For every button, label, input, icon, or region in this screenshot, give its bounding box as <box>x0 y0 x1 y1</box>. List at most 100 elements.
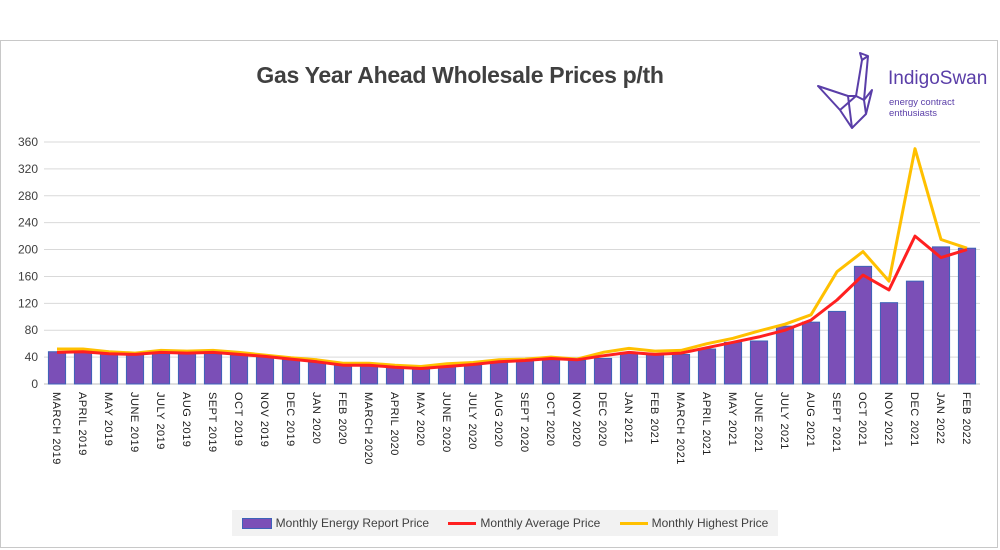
legend-swatch-line-red <box>448 521 477 525</box>
x-tick-label: APRIL 2020 <box>388 392 400 456</box>
bar <box>255 356 275 385</box>
bar <box>593 357 613 385</box>
brand-tagline: energy contract enthusiasts <box>889 97 955 119</box>
x-tick-label: SEPT 2021 <box>830 392 842 453</box>
series-line <box>57 147 968 368</box>
legend-swatch-line-yellow <box>619 521 648 525</box>
bar <box>385 366 405 385</box>
x-tick-label: OCT 2019 <box>232 392 244 447</box>
bar <box>957 247 977 385</box>
bar <box>281 359 301 385</box>
x-tick-label: SEPT 2020 <box>518 392 530 453</box>
x-tick-label: DEC 2019 <box>284 392 296 447</box>
bar <box>775 325 795 385</box>
bar <box>73 351 93 385</box>
bar <box>411 368 431 385</box>
legend-label: Monthly Energy Report Price <box>275 516 430 530</box>
x-tick-label: MARCH 2019 <box>50 392 62 465</box>
y-tick-label: 160 <box>18 269 38 283</box>
bar <box>333 364 353 385</box>
bar <box>125 353 145 385</box>
chart-legend: Monthly Energy Report Price Monthly Aver… <box>232 510 778 536</box>
bar <box>827 310 847 385</box>
x-tick-label: AUG 2020 <box>492 392 504 447</box>
x-tick-label: JULY 2019 <box>154 392 166 450</box>
bar <box>47 351 67 385</box>
y-tick-label: 240 <box>18 216 38 230</box>
bar <box>177 353 197 385</box>
legend-item-energy-report: Monthly Energy Report Price <box>241 516 430 530</box>
x-tick-label: NOV 2020 <box>570 392 582 447</box>
x-tick-label: OCT 2020 <box>544 392 556 447</box>
x-tick-label: APRIL 2019 <box>76 392 88 456</box>
x-tick-label: AUG 2019 <box>180 392 192 447</box>
legend-label: Monthly Average Price <box>480 516 601 530</box>
bar <box>723 341 743 385</box>
x-tick-label: FEB 2021 <box>648 392 660 445</box>
x-tick-label: SEPT 2019 <box>206 392 218 453</box>
x-tick-label: OCT 2021 <box>856 392 868 447</box>
bar <box>541 359 561 385</box>
legend-item-average: Monthly Average Price <box>448 516 600 530</box>
y-tick-label: 280 <box>18 189 38 203</box>
x-tick-label: JUNE 2021 <box>752 392 764 453</box>
x-tick-label: MARCH 2020 <box>362 392 374 465</box>
bar <box>931 246 951 385</box>
x-tick-label: FEB 2022 <box>960 392 972 445</box>
bar <box>203 353 223 385</box>
bar <box>437 366 457 385</box>
brand-name: IndigoSwan <box>888 68 988 89</box>
x-tick-label: NOV 2021 <box>882 392 894 447</box>
x-tick-label: MAY 2019 <box>102 392 114 446</box>
x-tick-label: JAN 2020 <box>310 392 322 444</box>
x-tick-label: MARCH 2021 <box>674 392 686 465</box>
x-tick-label: JAN 2022 <box>934 392 946 444</box>
bar <box>671 353 691 385</box>
legend-swatch-bar <box>241 517 272 529</box>
bar <box>801 321 821 385</box>
x-tick-label: JUNE 2020 <box>440 392 452 453</box>
y-tick-label: 360 <box>18 135 38 149</box>
bar <box>463 364 483 385</box>
bar <box>307 361 327 385</box>
bar <box>229 354 249 385</box>
x-tick-label: MAY 2021 <box>726 392 738 446</box>
bar <box>749 340 769 385</box>
series-line <box>56 234 968 370</box>
bar <box>879 302 899 385</box>
bar <box>697 348 717 385</box>
x-tick-label: FEB 2020 <box>336 392 348 445</box>
x-tick-label: JUNE 2019 <box>128 392 140 453</box>
y-tick-label: 40 <box>25 350 39 364</box>
x-tick-label: NOV 2019 <box>258 392 270 447</box>
bar <box>99 353 119 385</box>
y-tick-label: 320 <box>18 162 38 176</box>
chart-frame <box>0 40 998 548</box>
x-tick-label: JULY 2021 <box>778 392 790 450</box>
y-tick-label: 0 <box>31 377 38 391</box>
chart-title: Gas Year Ahead Wholesale Prices p/th <box>256 62 664 88</box>
legend-item-highest: Monthly Highest Price <box>619 516 769 530</box>
bar <box>645 353 665 385</box>
y-tick-label: 120 <box>18 296 38 310</box>
x-tick-label: AUG 2021 <box>804 392 816 447</box>
origami-swan-icon <box>817 52 873 129</box>
x-tick-label: DEC 2021 <box>908 392 920 447</box>
x-tick-label: APRIL 2021 <box>700 392 712 456</box>
y-tick-label: 200 <box>18 243 38 257</box>
legend-label: Monthly Highest Price <box>651 516 769 530</box>
bar <box>905 280 925 385</box>
y-tick-label: 80 <box>25 323 39 337</box>
x-tick-label: JULY 2020 <box>466 392 478 450</box>
x-tick-label: JAN 2021 <box>622 392 634 444</box>
bar <box>853 265 873 385</box>
bar <box>151 353 171 385</box>
bar <box>567 359 587 385</box>
x-tick-label: DEC 2020 <box>596 392 608 447</box>
x-tick-label: MAY 2020 <box>414 392 426 446</box>
bar <box>619 351 639 385</box>
bar <box>489 361 509 385</box>
bar <box>359 365 379 385</box>
bar <box>515 359 535 385</box>
